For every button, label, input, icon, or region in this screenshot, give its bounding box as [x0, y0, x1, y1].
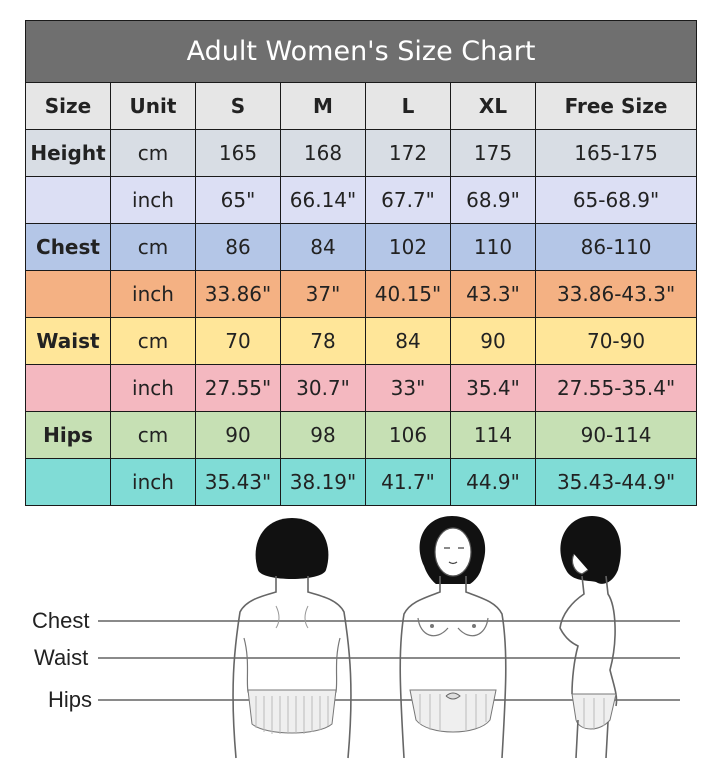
row-unit: cm [110, 317, 196, 365]
header-xl: XL [450, 82, 536, 130]
cell-l: 40.15" [365, 270, 451, 318]
header-free-size: Free Size [534, 82, 698, 130]
header-m: M [280, 82, 366, 130]
cell-m: 168 [280, 129, 366, 177]
cell-free-size: 35.43-44.9" [534, 458, 698, 506]
cell-m: 98 [280, 411, 366, 459]
row-label: Height [25, 129, 111, 177]
cell-s: 33.86" [195, 270, 281, 318]
cell-m: 84 [280, 223, 366, 271]
front-view-figure [399, 516, 507, 759]
table-row: inch 33.86" 37" 40.15" 43.3" 33.86-43.3" [25, 270, 698, 318]
row-unit: inch [110, 458, 196, 506]
cell-xl: 110 [450, 223, 536, 271]
row-label [25, 364, 111, 412]
row-unit: inch [110, 176, 196, 224]
cell-s: 70 [195, 317, 281, 365]
cell-l: 102 [365, 223, 451, 271]
cell-xl: 44.9" [450, 458, 536, 506]
row-label: Hips [25, 411, 111, 459]
row-label: Chest [25, 223, 111, 271]
cell-l: 84 [365, 317, 451, 365]
chest-label: Chest [32, 608, 90, 633]
cell-free-size: 70-90 [534, 317, 698, 365]
cell-xl: 90 [450, 317, 536, 365]
cell-l: 41.7" [365, 458, 451, 506]
cell-l: 106 [365, 411, 451, 459]
body-outline-illustration [98, 516, 680, 759]
cell-xl: 68.9" [450, 176, 536, 224]
cell-l: 172 [365, 129, 451, 177]
cell-s: 90 [195, 411, 281, 459]
row-label [25, 458, 111, 506]
header-unit: Unit [110, 82, 196, 130]
row-label [25, 270, 111, 318]
row-unit: cm [110, 129, 196, 177]
cell-s: 27.55" [195, 364, 281, 412]
table-row: inch 65" 66.14" 67.7" 68.9" 65-68.9" [25, 176, 698, 224]
cell-m: 38.19" [280, 458, 366, 506]
cell-xl: 114 [450, 411, 536, 459]
cell-l: 33" [365, 364, 451, 412]
row-unit: inch [110, 270, 196, 318]
cell-free-size: 165-175 [534, 129, 698, 177]
side-view-figure [559, 516, 621, 759]
cell-free-size: 33.86-43.3" [534, 270, 698, 318]
hips-label: Hips [48, 687, 93, 712]
table-row: Chest cm 86 84 102 110 86-110 [25, 223, 698, 271]
row-unit: inch [110, 364, 196, 412]
table-row: Height cm 165 168 172 175 165-175 [25, 129, 698, 177]
table-row: Hips cm 90 98 106 114 90-114 [25, 411, 698, 459]
row-label: Waist [25, 317, 111, 365]
cell-m: 37" [280, 270, 366, 318]
chart-title: Adult Women's Size Chart [24, 20, 698, 83]
cell-xl: 175 [450, 129, 536, 177]
cell-m: 78 [280, 317, 366, 365]
row-label [25, 176, 111, 224]
header-l: L [365, 82, 451, 130]
cell-m: 66.14" [280, 176, 366, 224]
cell-xl: 35.4" [450, 364, 536, 412]
header-row: Size Unit S M L XL Free Size [25, 82, 698, 130]
header-s: S [195, 82, 281, 130]
size-chart-table: Adult Women's Size Chart Size Unit S M L… [24, 20, 698, 506]
cell-s: 65" [195, 176, 281, 224]
cell-free-size: 90-114 [534, 411, 698, 459]
table-row: inch 35.43" 38.19" 41.7" 44.9" 35.43-44.… [25, 458, 698, 506]
header-size: Size [25, 82, 111, 130]
cell-free-size: 86-110 [534, 223, 698, 271]
cell-xl: 43.3" [450, 270, 536, 318]
waist-label: Waist [34, 645, 89, 670]
cell-free-size: 27.55-35.4" [534, 364, 698, 412]
table-row: inch 27.55" 30.7" 33" 35.4" 27.55-35.4" [25, 364, 698, 412]
cell-s: 35.43" [195, 458, 281, 506]
table-row: Waist cm 70 78 84 90 70-90 [25, 317, 698, 365]
cell-s: 86 [195, 223, 281, 271]
cell-s: 165 [195, 129, 281, 177]
row-unit: cm [110, 223, 196, 271]
cell-l: 67.7" [365, 176, 451, 224]
row-unit: cm [110, 411, 196, 459]
body-measurement-figure: Chest Waist Hips [0, 510, 716, 768]
cell-m: 30.7" [280, 364, 366, 412]
back-view-figure [232, 518, 352, 759]
cell-free-size: 65-68.9" [534, 176, 698, 224]
measurement-lines [98, 620, 680, 701]
